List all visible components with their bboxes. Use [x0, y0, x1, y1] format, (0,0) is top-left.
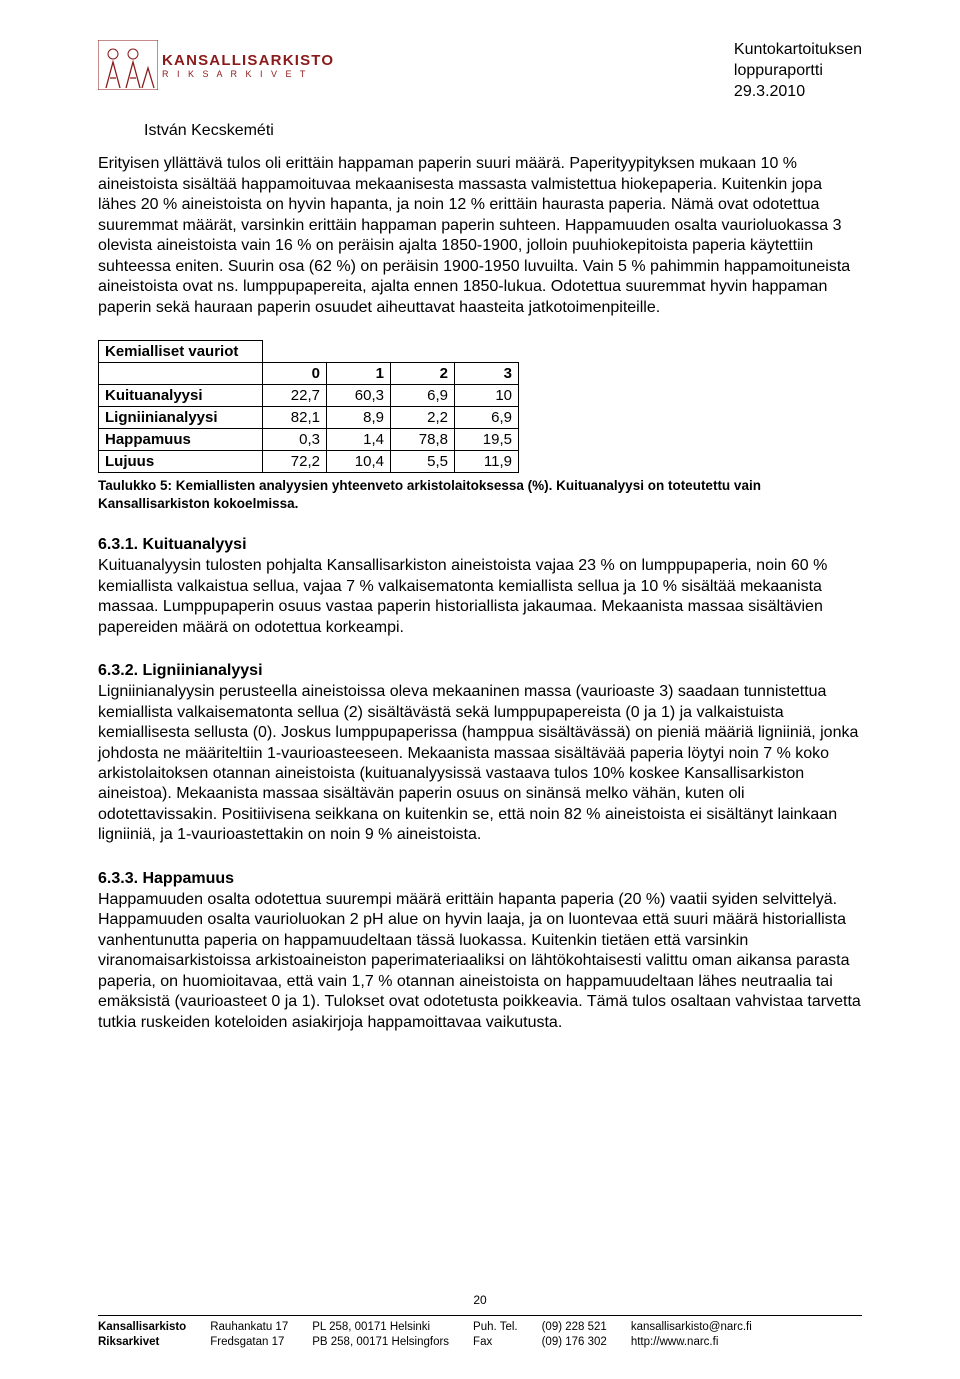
section-632: 6.3.2. Ligniinianalyysi Ligniinianalyysi…: [98, 662, 862, 846]
cell: 6,9: [391, 385, 455, 407]
footer-col-web: kansallisarkisto@narc.fi http://www.narc…: [631, 1320, 752, 1351]
section-heading: 6.3.2. Ligniinianalyysi: [98, 662, 862, 680]
cell: 22,7: [263, 385, 327, 407]
footer-col-phone: (09) 228 521 (09) 176 302: [542, 1320, 607, 1351]
footer-col-phone-label: Puh. Tel. Fax: [473, 1320, 518, 1351]
footer-phone-2: (09) 176 302: [542, 1335, 607, 1351]
footer-phone-1: (09) 228 521: [542, 1320, 607, 1336]
author-name: István Kecskeméti: [144, 122, 862, 140]
table-row: Kuituanalyysi 22,7 60,3 6,9 10: [99, 385, 519, 407]
page-number: 20: [0, 1293, 960, 1307]
cell: 72,2: [263, 451, 327, 473]
table-row: Happamuus 0,3 1,4 78,8 19,5: [99, 429, 519, 451]
row-label: Happamuus: [99, 429, 263, 451]
footer-phlabel-2: Fax: [473, 1335, 518, 1351]
cell: 0,3: [263, 429, 327, 451]
table-header-row: 0 1 2 3: [99, 363, 519, 385]
footer-box-1: PL 258, 00171 Helsinki: [312, 1320, 449, 1336]
table-title: Kemialliset vauriot: [99, 341, 263, 363]
row-label: Ligniinianalyysi: [99, 407, 263, 429]
doc-title-1: Kuntokartoituksen: [734, 40, 862, 61]
section-body: Kuituanalyysin tulosten pohjalta Kansall…: [98, 556, 862, 638]
logo-title: KANSALLISARKISTO: [162, 52, 334, 69]
logo-subtitle: R I K S A R K I V E T: [162, 69, 334, 79]
cell: 10: [455, 385, 519, 407]
cell: 82,1: [263, 407, 327, 429]
logo-area: KANSALLISARKISTO R I K S A R K I V E T: [98, 40, 334, 90]
logo-icon: [98, 40, 158, 90]
table-caption: Taulukko 5: Kemiallisten analyysien yhte…: [98, 477, 862, 512]
cell: 2,2: [391, 407, 455, 429]
section-body: Ligniinianalyysin perusteella aineistois…: [98, 682, 862, 846]
cell: 6,9: [455, 407, 519, 429]
row-label: Lujuus: [99, 451, 263, 473]
table-col-2: 2: [391, 363, 455, 385]
cell: 10,4: [327, 451, 391, 473]
footer-col-org: Kansallisarkisto Riksarkivet: [98, 1320, 186, 1351]
header-right: Kuntokartoituksen loppuraportti 29.3.201…: [734, 40, 862, 102]
footer-col-box: PL 258, 00171 Helsinki PB 258, 00171 Hel…: [312, 1320, 449, 1351]
cell: 11,9: [455, 451, 519, 473]
footer-box-2: PB 258, 00171 Helsingfors: [312, 1335, 449, 1351]
table-row: Lujuus 72,2 10,4 5,5 11,9: [99, 451, 519, 473]
footer-org-1: Kansallisarkisto: [98, 1320, 186, 1336]
logo-text: KANSALLISARKISTO R I K S A R K I V E T: [162, 52, 334, 79]
footer-street-1: Rauhankatu 17: [210, 1320, 288, 1336]
section-heading: 6.3.3. Happamuus: [98, 870, 862, 888]
footer-col-street: Rauhankatu 17 Fredsgatan 17: [210, 1320, 288, 1351]
cell: 5,5: [391, 451, 455, 473]
doc-title-2: loppuraportti: [734, 61, 862, 82]
intro-paragraph: Erityisen yllättävä tulos oli erittäin h…: [98, 154, 862, 318]
footer-phlabel-1: Puh. Tel.: [473, 1320, 518, 1336]
cell: 19,5: [455, 429, 519, 451]
footer-org-2: Riksarkivet: [98, 1335, 186, 1351]
table-row: Ligniinianalyysi 82,1 8,9 2,2 6,9: [99, 407, 519, 429]
doc-date: 29.3.2010: [734, 82, 862, 103]
page-footer: Kansallisarkisto Riksarkivet Rauhankatu …: [98, 1315, 862, 1351]
section-heading: 6.3.1. Kuituanalyysi: [98, 536, 862, 554]
page-header: KANSALLISARKISTO R I K S A R K I V E T K…: [98, 40, 862, 102]
cell: 78,8: [391, 429, 455, 451]
section-633: 6.3.3. Happamuus Happamuuden osalta odot…: [98, 870, 862, 1033]
cell: 1,4: [327, 429, 391, 451]
chemical-damage-table: Kemialliset vauriot 0 1 2 3 Kuituanalyys…: [98, 340, 519, 473]
table-col-3: 3: [455, 363, 519, 385]
table-empty-cell: [99, 363, 263, 385]
footer-url: http://www.narc.fi: [631, 1335, 752, 1351]
cell: 8,9: [327, 407, 391, 429]
section-body: Happamuuden osalta odotettua suurempi mä…: [98, 890, 862, 1033]
table-col-1: 1: [327, 363, 391, 385]
table-col-0: 0: [263, 363, 327, 385]
footer-street-2: Fredsgatan 17: [210, 1335, 288, 1351]
cell: 60,3: [327, 385, 391, 407]
section-631: 6.3.1. Kuituanalyysi Kuituanalyysin tulo…: [98, 536, 862, 638]
row-label: Kuituanalyysi: [99, 385, 263, 407]
footer-email: kansallisarkisto@narc.fi: [631, 1320, 752, 1336]
